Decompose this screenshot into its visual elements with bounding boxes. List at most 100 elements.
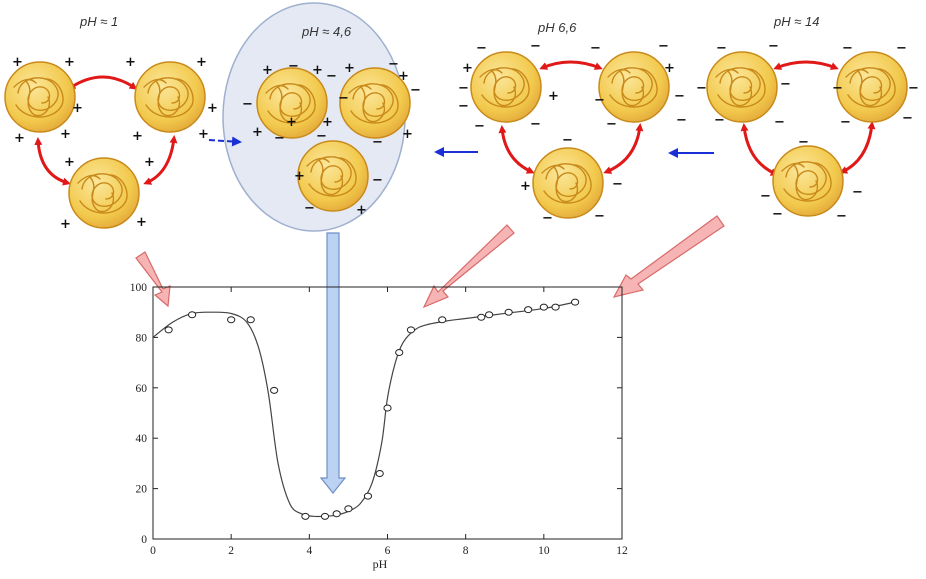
- data-point: [477, 313, 486, 321]
- data-point: [485, 311, 494, 319]
- svg-text:−: −: [674, 89, 685, 104]
- data-point: [571, 298, 580, 306]
- svg-text:+: +: [144, 155, 155, 170]
- svg-text:+: +: [196, 55, 207, 70]
- panel-label-ph-4-6: pH ≈ 4,6: [301, 24, 352, 39]
- svg-text:−: −: [530, 117, 541, 132]
- svg-text:−: −: [832, 81, 843, 96]
- data-point: [406, 326, 416, 334]
- svg-text:−: −: [696, 81, 707, 96]
- svg-text:+: +: [402, 127, 413, 142]
- panel-ph-1: pH ≈ 1 + + + + ++ + + + + + + + +: [4, 14, 218, 232]
- x-axis-title: pH: [373, 557, 388, 571]
- x-tick-label: 12: [616, 545, 628, 557]
- red-double-arrow: [773, 60, 839, 70]
- svg-text:−: −: [372, 135, 383, 150]
- protein-globule: [134, 61, 206, 133]
- panel-ph-14: pH ≈ 14 − − − − − − − − − − − − −− −− −: [696, 14, 919, 224]
- svg-text:+: +: [60, 217, 71, 232]
- y-tick-label: 0: [141, 534, 147, 546]
- svg-text:−: −: [836, 209, 847, 224]
- svg-text:−: −: [896, 41, 907, 56]
- x-tick-label: 10: [538, 545, 550, 557]
- chart: 0 20 40 60 80 100 0 2 4 6 8 10 12 pH: [130, 282, 628, 571]
- blue-arrow: [208, 136, 242, 147]
- svg-text:−: −: [590, 41, 601, 56]
- svg-text:−: −: [676, 113, 687, 128]
- protein-globule: [836, 51, 908, 123]
- svg-text:−: −: [316, 129, 327, 144]
- svg-text:+: +: [132, 129, 143, 144]
- svg-text:−: −: [474, 119, 485, 134]
- svg-text:−: −: [908, 81, 919, 96]
- panel-label-ph-1: pH ≈ 1: [79, 14, 118, 29]
- svg-text:+: +: [72, 101, 83, 116]
- protein-globule: [4, 61, 76, 133]
- negative-charges: − − − − − − − − − − − − −− −− −: [696, 39, 919, 224]
- svg-text:−: −: [612, 177, 623, 192]
- red-double-arrow: [839, 121, 876, 174]
- protein-globule: [256, 67, 328, 139]
- red-double-arrow: [603, 123, 644, 174]
- svg-text:+: +: [462, 61, 473, 76]
- protein-globule: [339, 67, 411, 139]
- y-tick-label: 40: [136, 433, 148, 445]
- svg-text:−: −: [852, 185, 863, 200]
- svg-text:−: −: [774, 115, 785, 130]
- data-point: [551, 303, 560, 311]
- panel-label-ph-6-6: pH 6,6: [537, 20, 577, 35]
- red-double-arrow: [34, 137, 71, 186]
- data-point: [246, 316, 255, 324]
- svg-text:−: −: [842, 41, 853, 56]
- svg-text:−: −: [476, 41, 487, 56]
- y-tick-label: 100: [130, 282, 148, 294]
- data-point: [344, 505, 353, 513]
- data-point: [438, 316, 447, 324]
- x-axis: 0 2 4 6 8 10 12: [150, 287, 628, 557]
- svg-text:+: +: [198, 127, 209, 142]
- red-double-arrow: [539, 60, 603, 70]
- blue-down-arrow: [319, 232, 347, 494]
- svg-text:+: +: [125, 55, 136, 70]
- panel-ph-6-6: pH 6,6 − − − − + + −− −+ −− − − −− + − − −: [458, 20, 687, 226]
- x-tick-label: 8: [463, 545, 469, 557]
- svg-text:−: −: [594, 209, 605, 224]
- data-point: [363, 492, 373, 500]
- svg-text:+: +: [60, 127, 71, 142]
- y-axis: 0 20 40 60 80 100: [130, 282, 622, 546]
- protein-globule: [532, 147, 604, 219]
- svg-text:+: +: [356, 203, 367, 218]
- svg-text:−: −: [714, 113, 725, 128]
- x-tick-label: 0: [150, 545, 156, 557]
- svg-text:+: +: [322, 115, 333, 130]
- data-point: [539, 303, 548, 311]
- svg-text:+: +: [207, 101, 218, 116]
- svg-text:−: −: [410, 83, 421, 98]
- svg-text:+: +: [14, 131, 25, 146]
- svg-text:−: −: [458, 99, 469, 114]
- svg-text:+: +: [262, 63, 273, 78]
- data-points: [164, 298, 580, 520]
- red-double-arrow: [143, 135, 178, 185]
- plot-frame: [152, 286, 623, 540]
- svg-text:+: +: [520, 179, 531, 194]
- svg-text:+: +: [312, 63, 323, 78]
- svg-text:−: −: [606, 117, 617, 132]
- pink-arrow: [612, 215, 725, 298]
- pink-arrow: [135, 251, 171, 308]
- svg-text:+: +: [136, 215, 147, 230]
- svg-text:+: +: [398, 69, 409, 84]
- svg-text:−: −: [780, 77, 791, 92]
- svg-text:−: −: [658, 39, 669, 54]
- svg-text:−: −: [372, 173, 383, 188]
- red-double-arrow: [67, 75, 138, 90]
- svg-text:−: −: [798, 135, 809, 150]
- svg-text:−: −: [288, 59, 299, 74]
- svg-text:−: −: [304, 201, 315, 216]
- red-double-arrow: [740, 123, 779, 176]
- svg-text:−: −: [840, 115, 851, 130]
- fit-curve: [152, 301, 576, 518]
- svg-text:−: −: [530, 39, 541, 54]
- data-point: [227, 316, 236, 324]
- pink-arrow: [422, 224, 515, 309]
